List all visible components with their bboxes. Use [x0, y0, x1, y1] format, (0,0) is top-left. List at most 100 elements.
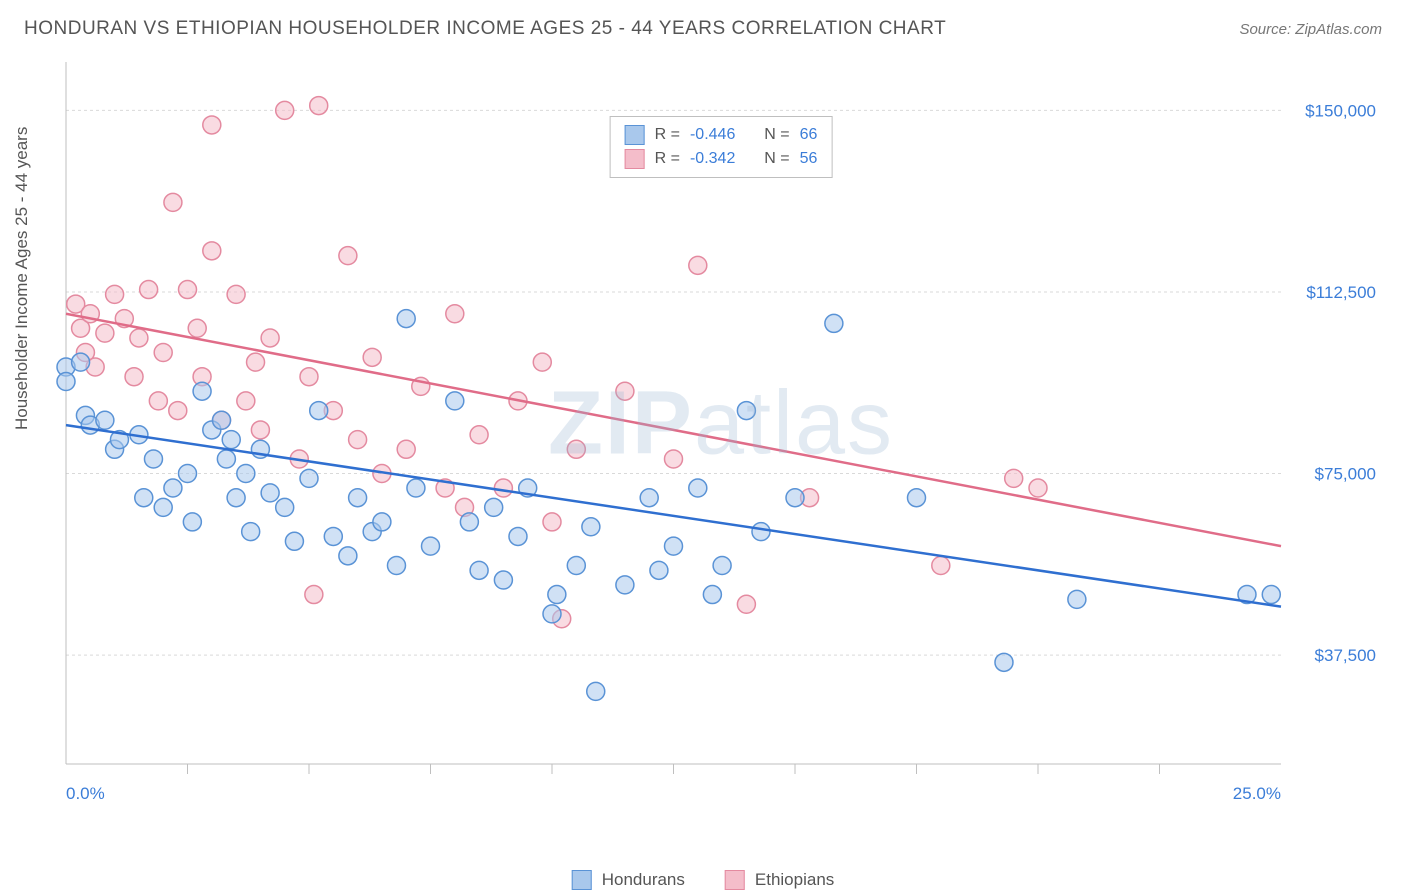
chart-area: $37,500$75,000$112,500$150,0000.0%25.0% … — [56, 54, 1386, 824]
data-point — [237, 392, 255, 410]
data-point — [689, 256, 707, 274]
data-point — [164, 479, 182, 497]
data-point — [300, 469, 318, 487]
data-point — [203, 242, 221, 260]
y-tick-label: $75,000 — [1315, 465, 1376, 484]
data-point — [737, 402, 755, 420]
data-point — [96, 324, 114, 342]
data-point — [237, 465, 255, 483]
stats-row: R =-0.446 N =66 — [625, 123, 818, 147]
data-point — [242, 523, 260, 541]
stat-r-value: -0.446 — [690, 123, 735, 147]
data-point — [665, 537, 683, 555]
data-point — [470, 426, 488, 444]
data-point — [154, 343, 172, 361]
data-point — [582, 518, 600, 536]
data-point — [193, 382, 211, 400]
y-tick-label: $150,000 — [1305, 101, 1376, 120]
data-point — [1262, 586, 1280, 604]
data-point — [217, 450, 235, 468]
data-point — [106, 285, 124, 303]
data-point — [149, 392, 167, 410]
data-point — [135, 489, 153, 507]
data-point — [567, 440, 585, 458]
data-point — [179, 465, 197, 483]
x-tick-label-right: 25.0% — [1233, 784, 1281, 803]
data-point — [373, 513, 391, 531]
data-point — [57, 373, 75, 391]
trend-line — [66, 314, 1281, 546]
data-point — [825, 314, 843, 332]
data-point — [460, 513, 478, 531]
data-point — [1005, 469, 1023, 487]
data-point — [72, 353, 90, 371]
data-point — [261, 329, 279, 347]
data-point — [640, 489, 658, 507]
y-tick-label: $37,500 — [1315, 646, 1376, 665]
legend-swatch — [572, 870, 592, 890]
data-point — [932, 557, 950, 575]
legend-swatch — [725, 870, 745, 890]
source-label: Source: ZipAtlas.com — [1239, 21, 1382, 38]
data-point — [179, 281, 197, 299]
data-point — [222, 431, 240, 449]
data-point — [363, 348, 381, 366]
data-point — [908, 489, 926, 507]
stat-r-label: R = — [655, 147, 680, 171]
data-point — [397, 440, 415, 458]
data-point — [125, 368, 143, 386]
data-point — [509, 527, 527, 545]
data-point — [169, 402, 187, 420]
page-title: HONDURAN VS ETHIOPIAN HOUSEHOLDER INCOME… — [24, 18, 946, 40]
y-axis-title: Householder Income Ages 25 - 44 years — [12, 127, 32, 430]
data-point — [188, 319, 206, 337]
data-point — [485, 498, 503, 516]
series-legend: Hondurans Ethiopians — [572, 870, 835, 890]
data-point — [339, 247, 357, 265]
data-point — [703, 586, 721, 604]
data-point — [533, 353, 551, 371]
data-point — [543, 513, 561, 531]
data-point — [285, 532, 303, 550]
stat-n-value: 66 — [800, 123, 818, 147]
data-point — [407, 479, 425, 497]
data-point — [616, 576, 634, 594]
legend-swatch — [625, 125, 645, 145]
data-point — [1068, 590, 1086, 608]
legend-item: Hondurans — [572, 870, 685, 890]
data-point — [548, 586, 566, 604]
data-point — [96, 411, 114, 429]
data-point — [786, 489, 804, 507]
data-point — [494, 479, 512, 497]
data-point — [276, 101, 294, 119]
legend-label: Hondurans — [602, 870, 685, 890]
legend-item: Ethiopians — [725, 870, 834, 890]
data-point — [339, 547, 357, 565]
data-point — [446, 305, 464, 323]
data-point — [494, 571, 512, 589]
data-point — [446, 392, 464, 410]
data-point — [247, 353, 265, 371]
correlation-stats-box: R =-0.446 N =66R =-0.342 N =56 — [610, 116, 833, 178]
data-point — [665, 450, 683, 468]
data-point — [349, 431, 367, 449]
data-point — [397, 310, 415, 328]
data-point — [567, 557, 585, 575]
data-point — [737, 595, 755, 613]
data-point — [183, 513, 201, 531]
data-point — [752, 523, 770, 541]
data-point — [470, 561, 488, 579]
data-point — [995, 653, 1013, 671]
data-point — [713, 557, 731, 575]
data-point — [324, 527, 342, 545]
legend-swatch — [625, 149, 645, 169]
data-point — [227, 489, 245, 507]
x-tick-label-left: 0.0% — [66, 784, 105, 803]
data-point — [689, 479, 707, 497]
data-point — [616, 382, 634, 400]
data-point — [310, 402, 328, 420]
data-point — [140, 281, 158, 299]
data-point — [213, 411, 231, 429]
data-point — [276, 498, 294, 516]
data-point — [203, 116, 221, 134]
